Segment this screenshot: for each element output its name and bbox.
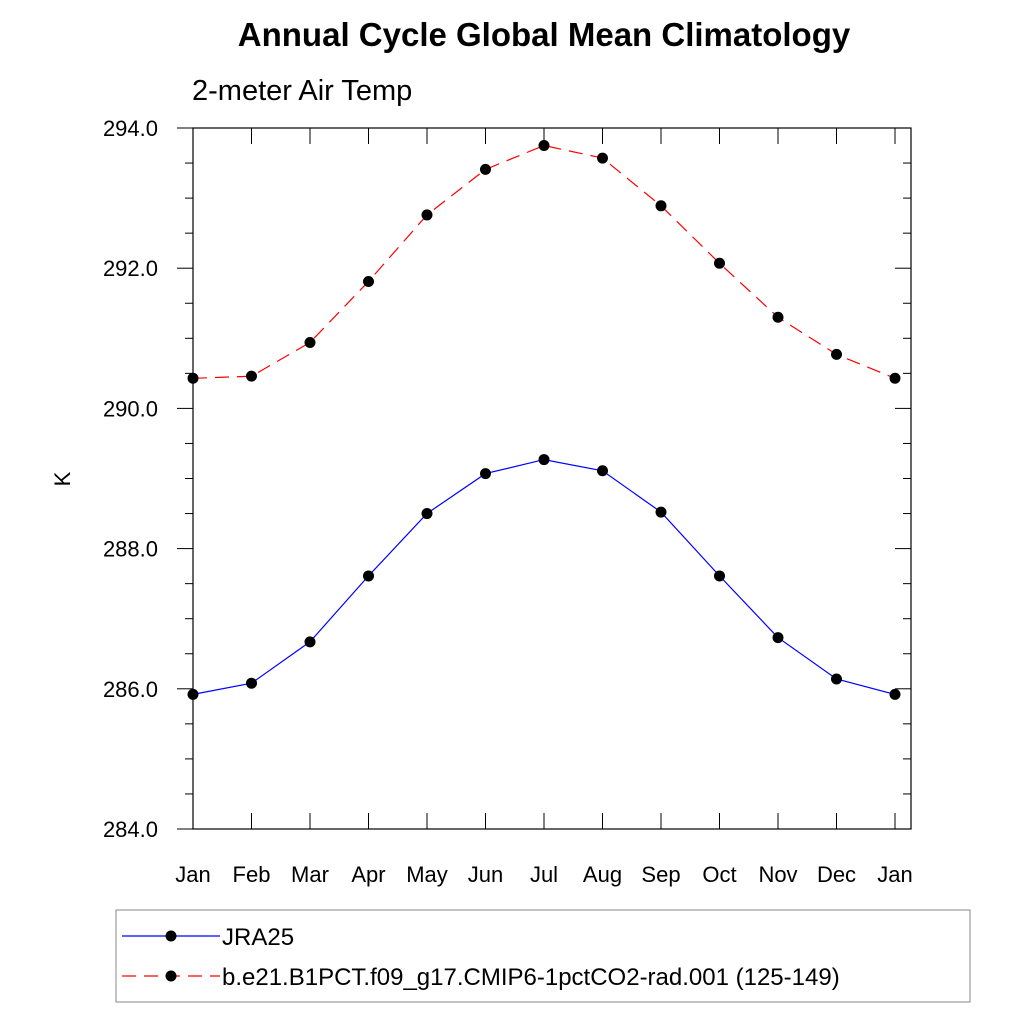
- x-tick-label: Oct: [702, 862, 736, 887]
- series-1-point: [480, 468, 491, 480]
- x-tick-label: Sep: [641, 862, 680, 887]
- series-2-point: [187, 372, 199, 384]
- plot-frame: [192, 127, 912, 830]
- x-tick-label: Jan: [877, 862, 912, 887]
- series-1-point: [187, 688, 199, 700]
- legend-marker-2: [165, 970, 177, 982]
- y-tick-label: 286.0: [103, 677, 158, 702]
- x-tick-label: Dec: [817, 862, 856, 887]
- legend-marker-1: [165, 930, 177, 942]
- series-1-point: [538, 454, 550, 466]
- chart-title: Annual Cycle Global Mean Climatology: [238, 16, 851, 53]
- series-1-point: [421, 508, 433, 520]
- plot-area: Jan Feb Mar Apr May Jun Jul Aug Sep Oct Nov Dec Jan 2…: [103, 116, 913, 887]
- legend-box: [115, 909, 971, 1003]
- series-2-point: [480, 163, 491, 175]
- legend: JRA25 b.e21.B1PCT.f09_g17.CMIP6-1pctCO2-r…: [115, 909, 971, 1003]
- series-1-point: [304, 636, 316, 648]
- series-1-point: [597, 465, 608, 477]
- x-tick-label: Aug: [583, 862, 622, 887]
- series-2-point: [655, 200, 667, 212]
- y-axis-label: K: [50, 471, 75, 486]
- series-1-point: [363, 570, 374, 582]
- series-2-point: [246, 370, 257, 382]
- x-tick-label: Jan: [175, 862, 210, 887]
- legend-label-1: JRA25: [222, 924, 294, 951]
- series-2-point: [538, 140, 550, 152]
- x-tick-label: May: [406, 862, 448, 887]
- x-tick-label: Jun: [468, 862, 503, 887]
- series-1-point: [889, 688, 901, 700]
- legend-label-2: b.e21.B1PCT.f09_g17.CMIP6-1pctCO2-rad.00…: [222, 964, 840, 991]
- series-line-2: [192, 144, 896, 379]
- series-2-point: [363, 276, 374, 288]
- y-tick-label: 284.0: [103, 817, 158, 842]
- series-1-point: [655, 506, 667, 518]
- series-2-point: [831, 348, 842, 360]
- y-tick-label: 288.0: [103, 537, 158, 562]
- series-2-point: [597, 152, 608, 164]
- y-tick-label: 292.0: [103, 256, 158, 281]
- series-2-point: [772, 311, 784, 323]
- x-tick-label: Apr: [351, 862, 385, 887]
- series-1-point: [246, 677, 257, 689]
- x-tick-label: Mar: [291, 862, 329, 887]
- series-1-point: [831, 673, 842, 685]
- series-1-point: [772, 632, 784, 644]
- series-2-point: [421, 209, 433, 221]
- x-tick-label: Nov: [758, 862, 797, 887]
- series-line-1: [192, 458, 896, 695]
- series-2-point: [889, 372, 901, 384]
- chart-subtitle: 2-meter Air Temp: [192, 75, 412, 107]
- x-tick-label: Jul: [530, 862, 558, 887]
- y-tick-label: 294.0: [103, 116, 158, 141]
- series-2-point: [714, 257, 725, 269]
- series-2-point: [304, 337, 316, 349]
- y-tick-label: 290.0: [103, 396, 158, 421]
- x-tick-label: Feb: [233, 862, 271, 887]
- series-1-point: [714, 570, 725, 582]
